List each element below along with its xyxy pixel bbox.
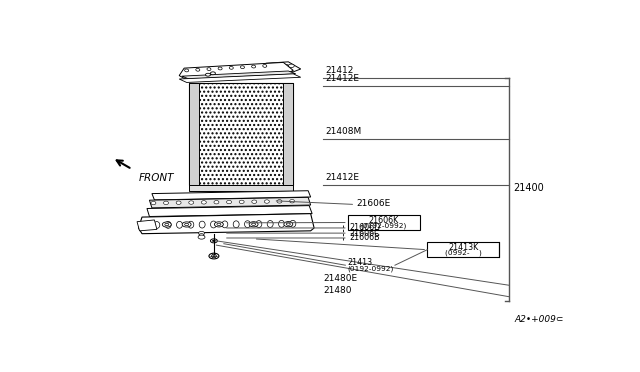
Ellipse shape [244,221,250,228]
Ellipse shape [199,221,205,228]
Ellipse shape [252,200,257,203]
Polygon shape [137,220,157,231]
Circle shape [286,223,291,225]
Ellipse shape [256,221,262,228]
Text: 21606E: 21606E [356,199,391,208]
Text: A2•+009⊂: A2•+009⊂ [514,315,564,324]
Text: (0192-0992): (0192-0992) [348,265,394,272]
Ellipse shape [227,200,232,204]
Polygon shape [152,191,310,200]
Polygon shape [189,185,293,191]
Circle shape [211,239,218,243]
Polygon shape [138,214,314,234]
Ellipse shape [278,221,285,227]
Ellipse shape [241,66,244,68]
Ellipse shape [214,201,219,204]
Polygon shape [182,71,296,79]
Circle shape [214,222,223,227]
Polygon shape [266,62,301,73]
Circle shape [266,65,273,69]
Ellipse shape [207,68,211,71]
Circle shape [212,240,216,242]
Ellipse shape [176,201,181,205]
Ellipse shape [222,221,228,228]
Ellipse shape [151,201,156,205]
Ellipse shape [229,67,234,69]
Text: 21606C: 21606C [349,229,380,238]
Circle shape [283,64,289,68]
Polygon shape [150,197,310,208]
Circle shape [272,65,278,68]
Polygon shape [284,83,293,185]
Circle shape [249,222,258,227]
Text: 21412E: 21412E [326,74,360,83]
Polygon shape [179,62,293,78]
Text: 21412E: 21412E [326,173,360,182]
Polygon shape [147,206,312,217]
Text: (0192-0992): (0192-0992) [360,222,407,229]
Text: 21480: 21480 [323,286,351,295]
Ellipse shape [177,221,182,228]
Ellipse shape [164,201,168,205]
Circle shape [277,65,284,68]
Text: (0992-    ): (0992- ) [445,250,481,256]
Ellipse shape [196,68,200,71]
Circle shape [209,253,219,259]
Circle shape [198,235,205,239]
Circle shape [185,223,189,225]
Ellipse shape [268,221,273,227]
Circle shape [182,222,191,227]
Text: 21413: 21413 [348,258,373,267]
Text: 21413K: 21413K [448,243,478,252]
Ellipse shape [154,222,160,228]
Text: 21412: 21412 [326,66,354,75]
Text: 21480E: 21480E [323,274,357,283]
Circle shape [205,73,211,76]
Ellipse shape [277,200,282,203]
Text: 21606K: 21606K [369,216,399,225]
Text: 21606D: 21606D [349,224,381,232]
Circle shape [211,254,216,257]
Circle shape [288,64,294,68]
Circle shape [252,223,255,225]
Polygon shape [189,83,199,185]
Ellipse shape [263,64,267,67]
Polygon shape [189,83,293,185]
Circle shape [198,231,205,235]
Circle shape [163,222,172,227]
Circle shape [199,234,204,237]
Ellipse shape [290,220,296,227]
Circle shape [284,222,292,227]
Ellipse shape [143,222,148,228]
Circle shape [211,72,216,75]
Circle shape [165,223,169,226]
Text: FRONT: FRONT [138,173,174,183]
Ellipse shape [218,67,222,70]
Ellipse shape [189,201,194,204]
Text: 21400: 21400 [513,183,544,193]
Ellipse shape [211,221,216,228]
Ellipse shape [290,199,294,203]
Ellipse shape [184,69,189,72]
Bar [428,242,499,257]
Ellipse shape [202,201,206,204]
Bar [348,215,420,230]
Circle shape [217,223,221,225]
Ellipse shape [252,65,255,68]
Text: 21408M: 21408M [326,127,362,136]
Ellipse shape [264,200,269,203]
Ellipse shape [239,200,244,203]
Text: 21606B: 21606B [349,234,380,243]
Ellipse shape [165,221,171,228]
Ellipse shape [233,221,239,228]
Polygon shape [179,74,301,83]
Ellipse shape [188,221,194,228]
